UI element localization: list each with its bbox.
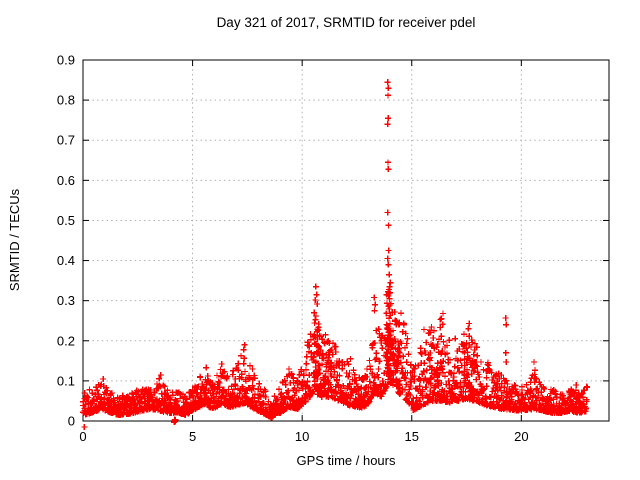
y-tick-label: 0.2 — [57, 333, 75, 348]
y-tick-label: 0 — [68, 414, 75, 429]
plot-title: Day 321 of 2017, SRMTID for receiver pde… — [217, 15, 476, 30]
grid-lines — [83, 60, 609, 421]
y-tick-label: 0.7 — [57, 133, 75, 148]
y-axis-label: SRMTID / TECUs — [7, 188, 22, 291]
x-tick-label: 20 — [514, 429, 528, 444]
y-tick-label: 0.5 — [57, 213, 75, 228]
tick-labels: 0 5 10 15 20 0 0.1 0.2 0.3 0.4 0.5 0.6 0.7 0.8 0.9 — [57, 53, 529, 445]
scatter-points — [80, 79, 591, 430]
axis-ticks — [82, 59, 609, 422]
axis-labels: Day 321 of 2017, SRMTID for receiver pde… — [7, 15, 475, 468]
y-tick-label: 0.9 — [57, 53, 75, 68]
y-tick-label: 0.4 — [57, 253, 75, 268]
y-tick-label: 0.8 — [57, 93, 75, 108]
data-point-markers — [80, 79, 591, 430]
x-tick-label: 10 — [295, 429, 309, 444]
plot-border — [82, 59, 610, 422]
x-tick-label: 15 — [405, 429, 419, 444]
y-tick-label: 0.6 — [57, 173, 75, 188]
x-tick-label: 5 — [189, 429, 196, 444]
y-tick-label: 0.1 — [57, 373, 75, 388]
x-tick-label: 0 — [79, 429, 86, 444]
y-tick-label: 0.3 — [57, 293, 75, 308]
x-axis-label: GPS time / hours — [297, 453, 396, 468]
